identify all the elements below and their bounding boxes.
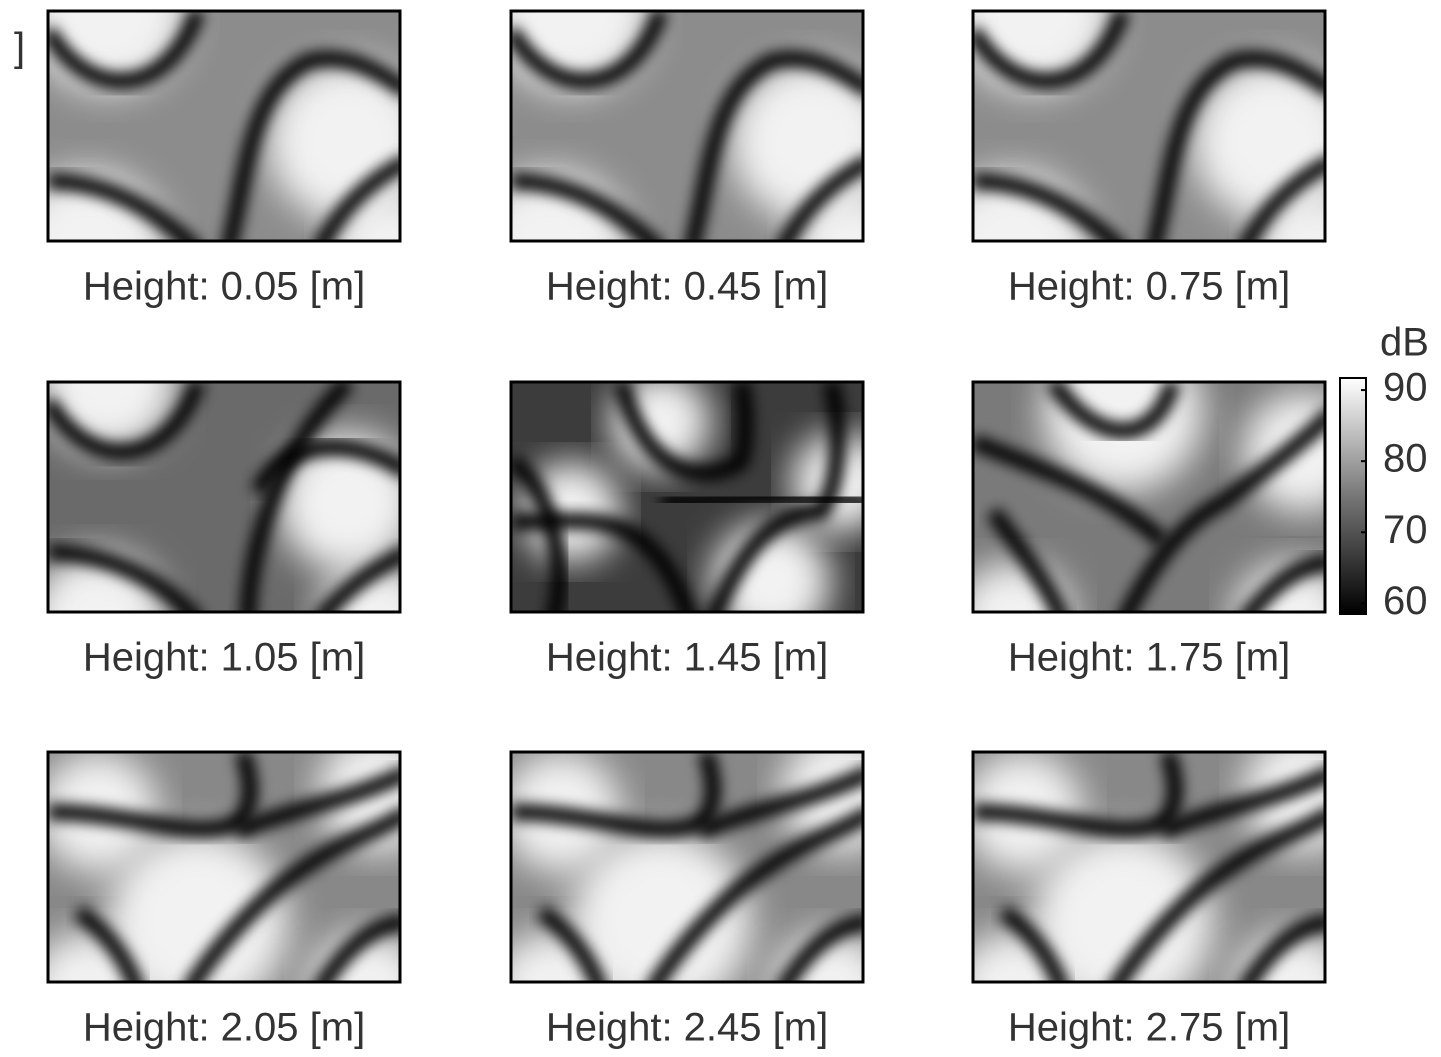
heatmap-null <box>314 914 400 982</box>
heatmap-null <box>73 905 143 982</box>
panel-frame <box>971 750 1327 984</box>
heatmap-null <box>48 752 258 837</box>
heatmap <box>511 752 863 982</box>
heatmap-null <box>660 489 863 510</box>
heatmap <box>973 11 1325 241</box>
heatmap-null <box>511 512 696 612</box>
panel-title: Height: 0.75 [m] <box>1008 265 1290 309</box>
panel-frame <box>971 380 1327 614</box>
heatmap-light <box>791 191 863 241</box>
heatmap-null <box>697 766 863 840</box>
heatmap-null <box>1147 50 1325 241</box>
heatmap-light <box>108 832 288 982</box>
heatmap-null <box>511 752 721 837</box>
colorbar-tick-label: 60 <box>1383 579 1428 623</box>
heatmap-light <box>711 522 831 612</box>
heatmap-light <box>1043 382 1203 492</box>
panel-frame <box>971 9 1327 243</box>
heatmap <box>511 11 863 241</box>
heatmap-null <box>973 11 1131 90</box>
heatmap-null <box>48 544 201 612</box>
heatmap-null <box>777 914 863 982</box>
heatmap-null <box>1240 554 1325 612</box>
heatmap-null <box>647 807 863 982</box>
colorbar-tick-label: 80 <box>1383 437 1428 481</box>
heatmap-null <box>511 11 669 90</box>
heatmap <box>511 382 863 612</box>
heatmap-null <box>511 454 567 612</box>
panel-frame <box>46 380 402 614</box>
heatmap-null <box>48 382 206 461</box>
panel-title: Height: 2.05 [m] <box>83 1006 365 1050</box>
colorbar <box>1339 377 1367 615</box>
heatmap <box>48 11 400 241</box>
heatmap-null <box>973 173 1125 241</box>
panel-title: Height: 0.05 [m] <box>83 265 365 309</box>
heatmap-null <box>1109 807 1325 982</box>
heatmap-null <box>973 752 1183 837</box>
heatmap-light <box>278 432 400 572</box>
heatmap-null <box>511 173 663 241</box>
heatmap <box>973 382 1325 612</box>
heatmap-light <box>328 191 400 241</box>
heatmap-null <box>685 50 863 241</box>
panel-title: Height: 1.05 [m] <box>83 636 365 680</box>
heatmap-null <box>234 766 400 840</box>
heatmap-null <box>1159 766 1325 840</box>
colorbar-tick-label: 90 <box>1383 366 1428 410</box>
panel-title: Height: 0.45 [m] <box>546 265 828 309</box>
heatmap-null <box>48 173 200 241</box>
colorbar-tick-label: 70 <box>1383 508 1428 552</box>
panel-title: Height: 2.45 [m] <box>546 1006 828 1050</box>
panel-frame <box>509 380 865 614</box>
heatmap <box>48 752 400 982</box>
panel-frame <box>46 750 402 984</box>
heatmap <box>48 382 400 612</box>
cropped-text: ] <box>14 26 25 70</box>
panel-frame <box>509 9 865 243</box>
heatmap-null <box>48 11 206 90</box>
panel-frame <box>509 750 865 984</box>
heatmap-null <box>315 547 400 612</box>
colorbar-label: dB <box>1380 321 1429 365</box>
heatmap-null <box>777 156 863 241</box>
heatmap-null <box>222 50 400 241</box>
heatmap-null <box>250 439 400 496</box>
heatmap <box>973 752 1325 982</box>
heatmap-null <box>536 905 606 982</box>
panel-frame <box>46 9 402 243</box>
heatmap-light <box>1033 832 1213 982</box>
heatmap-null <box>706 382 846 612</box>
heatmap-null <box>613 382 754 482</box>
heatmap-null <box>1119 408 1325 612</box>
heatmap-light <box>571 832 751 982</box>
heatmap-null <box>1046 382 1181 439</box>
panel-title: Height: 1.45 [m] <box>546 636 828 680</box>
heatmap-null <box>184 807 400 982</box>
heatmap-light <box>1253 191 1325 241</box>
heatmap-null <box>973 434 1169 548</box>
panel-title: Height: 2.75 [m] <box>1008 1006 1290 1050</box>
heatmap-null <box>998 905 1068 982</box>
heatmap-null <box>314 156 400 241</box>
heatmap-null <box>1239 914 1325 982</box>
panel-title: Height: 1.75 [m] <box>1008 636 1290 680</box>
heatmap-null <box>1239 156 1325 241</box>
